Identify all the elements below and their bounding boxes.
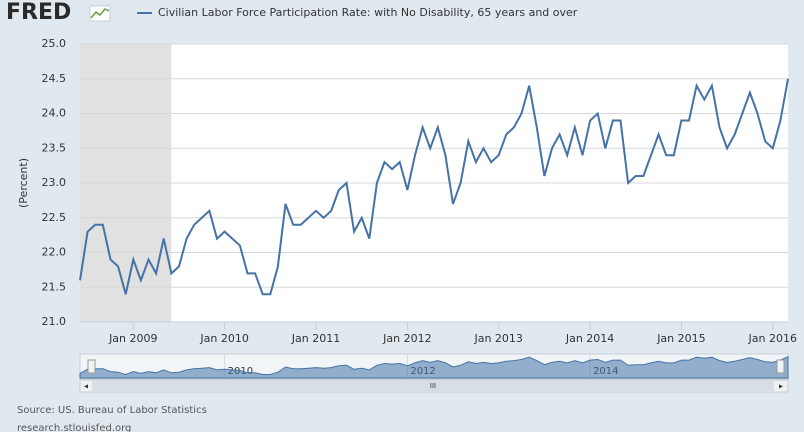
- logo: FRED: [6, 0, 71, 25]
- y-tick-label: 24.0: [42, 107, 67, 120]
- source: Source: US. Bureau of Labor Statistics: [17, 405, 207, 416]
- y-tick-label: 21.5: [42, 280, 67, 293]
- x-tick-label: Jan 2010: [199, 332, 248, 345]
- navigator-handle[interactable]: [87, 359, 96, 374]
- y-tick-label: 21.0: [42, 315, 67, 328]
- y-axis-label: (Percent): [17, 158, 30, 208]
- scroll-left[interactable]: ◂: [84, 382, 88, 391]
- legend-label: Civilian Labor Force Participation Rate:…: [158, 6, 578, 19]
- x-tick-label: Jan 2015: [656, 332, 705, 345]
- x-tick-label: Jan 2009: [108, 332, 157, 345]
- y-tick-label: 23.0: [42, 176, 67, 189]
- x-tick-label: Jan 2012: [382, 332, 431, 345]
- x-tick-label: Jan 2013: [473, 332, 522, 345]
- x-tick-label: Jan 2016: [748, 332, 797, 345]
- y-tick-label: 22.5: [42, 211, 67, 224]
- logo-icon: [89, 5, 111, 22]
- y-tick-label: 22.0: [42, 246, 67, 259]
- y-tick-label: 24.5: [42, 72, 67, 85]
- scrollbar-thumb[interactable]: [92, 381, 774, 391]
- y-tick-label: 25.0: [42, 37, 67, 50]
- x-tick-label: Jan 2014: [565, 332, 614, 345]
- y-tick-label: 23.5: [42, 141, 67, 154]
- scrollbar-grip: III: [430, 382, 436, 390]
- navigator-handle[interactable]: [776, 359, 785, 374]
- source-url: research.stlouisfed.org: [17, 423, 131, 432]
- data-line: [79, 78, 789, 296]
- x-tick-label: Jan 2011: [291, 332, 340, 345]
- navigator-area: [79, 355, 789, 379]
- scroll-right[interactable]: ▸: [779, 382, 783, 391]
